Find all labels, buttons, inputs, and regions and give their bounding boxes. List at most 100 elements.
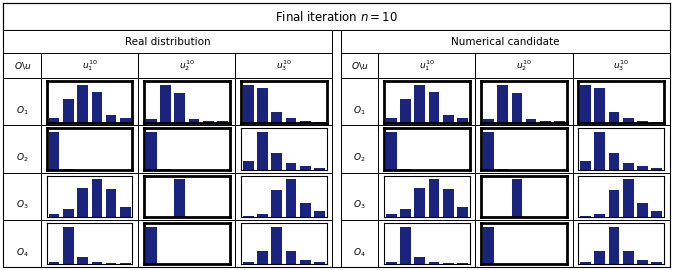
Bar (257, 88, 268, 123)
Bar (243, 85, 254, 123)
Bar (106, 263, 116, 264)
Text: $u_2^{10}$: $u_2^{10}$ (179, 58, 194, 73)
Bar (443, 263, 454, 264)
Bar (92, 262, 102, 264)
Bar (257, 132, 268, 170)
Bar (386, 132, 396, 170)
Bar (623, 163, 633, 170)
Bar (443, 189, 454, 217)
Bar (651, 122, 662, 123)
Bar (443, 115, 454, 123)
Text: $O_4$: $O_4$ (353, 246, 366, 259)
Text: Final iteration $n = 10$: Final iteration $n = 10$ (275, 10, 398, 23)
Bar (623, 179, 633, 217)
Bar (146, 132, 157, 170)
Text: $u_3^{10}$: $u_3^{10}$ (276, 58, 292, 73)
Bar (457, 207, 468, 217)
Text: $u_1^{10}$: $u_1^{10}$ (419, 58, 435, 73)
Bar (483, 227, 494, 264)
Bar (300, 121, 311, 123)
Bar (637, 260, 648, 264)
Bar (146, 119, 157, 123)
Bar (271, 112, 282, 123)
Bar (77, 188, 88, 217)
Text: $O\backslash u$: $O\backslash u$ (351, 60, 368, 71)
Bar (243, 262, 254, 264)
Bar (608, 190, 619, 217)
Bar (203, 121, 213, 123)
Bar (400, 209, 411, 217)
Bar (594, 214, 605, 217)
Text: $O_3$: $O_3$ (16, 199, 28, 211)
Bar (623, 118, 633, 123)
Bar (623, 251, 633, 264)
Bar (608, 112, 619, 123)
Bar (160, 85, 171, 123)
Bar (286, 118, 296, 123)
Bar (580, 262, 591, 264)
Text: Real distribution: Real distribution (125, 37, 211, 47)
Bar (92, 179, 102, 217)
Bar (429, 262, 439, 264)
Bar (49, 262, 59, 264)
Bar (429, 92, 439, 123)
Bar (540, 121, 551, 123)
Bar (174, 179, 185, 217)
Bar (608, 153, 619, 170)
Bar (637, 203, 648, 217)
Bar (314, 122, 325, 123)
Bar (92, 92, 102, 123)
Bar (300, 166, 311, 170)
Bar (415, 188, 425, 217)
Bar (243, 161, 254, 170)
Bar (106, 115, 116, 123)
Bar (49, 132, 59, 170)
Bar (243, 216, 254, 217)
Bar (555, 121, 565, 123)
Bar (429, 179, 439, 217)
Bar (217, 121, 227, 123)
Bar (77, 85, 88, 123)
Bar (314, 262, 325, 264)
Bar (651, 211, 662, 217)
Bar (286, 179, 296, 217)
Text: $u_3^{10}$: $u_3^{10}$ (613, 58, 629, 73)
Bar (49, 214, 59, 217)
Text: $O_1$: $O_1$ (16, 104, 28, 117)
Bar (286, 251, 296, 264)
Bar (651, 168, 662, 170)
Bar (483, 132, 494, 170)
Bar (106, 189, 116, 217)
Text: $O_2$: $O_2$ (353, 152, 365, 164)
Bar (511, 93, 522, 123)
Bar (497, 85, 508, 123)
Bar (271, 153, 282, 170)
Bar (300, 203, 311, 217)
Bar (651, 262, 662, 264)
Bar (386, 214, 396, 217)
Bar (400, 227, 411, 264)
Bar (483, 119, 494, 123)
Text: $O_1$: $O_1$ (353, 104, 365, 117)
Bar (637, 166, 648, 170)
Bar (608, 227, 619, 264)
Bar (120, 207, 131, 217)
Bar (314, 211, 325, 217)
Bar (49, 118, 59, 123)
Bar (63, 209, 74, 217)
Bar (257, 214, 268, 217)
Text: $O_4$: $O_4$ (16, 246, 29, 259)
Bar (594, 251, 605, 264)
Text: $O_2$: $O_2$ (16, 152, 28, 164)
Bar (271, 190, 282, 217)
Bar (271, 227, 282, 264)
Bar (174, 93, 185, 123)
Text: $O_3$: $O_3$ (353, 199, 365, 211)
Text: Numerical candidate: Numerical candidate (451, 37, 559, 47)
Bar (146, 227, 157, 264)
Bar (580, 85, 591, 123)
Bar (594, 88, 605, 123)
Bar (386, 118, 396, 123)
Bar (637, 121, 648, 123)
Bar (400, 99, 411, 123)
